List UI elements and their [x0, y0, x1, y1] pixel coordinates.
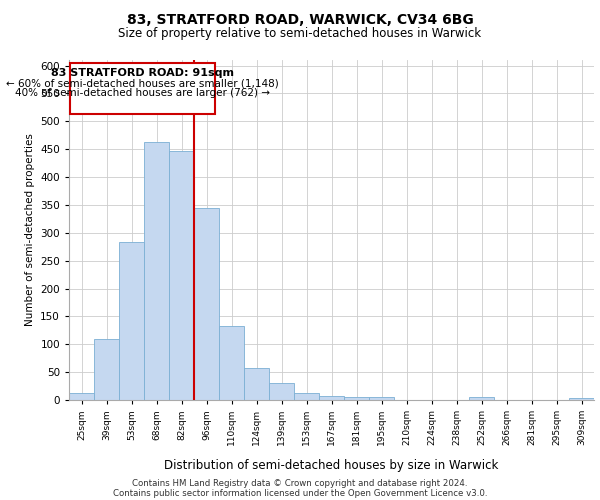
Text: 40% of semi-detached houses are larger (762) →: 40% of semi-detached houses are larger (… — [15, 88, 270, 99]
Bar — [344, 397, 369, 400]
Bar — [169, 151, 194, 400]
Bar — [319, 396, 344, 400]
Bar — [69, 394, 94, 400]
X-axis label: Distribution of semi-detached houses by size in Warwick: Distribution of semi-detached houses by … — [164, 460, 499, 472]
Bar — [269, 384, 294, 400]
Bar — [194, 208, 219, 400]
Bar — [94, 338, 119, 400]
Bar — [244, 368, 269, 400]
Bar — [369, 397, 394, 400]
Text: Size of property relative to semi-detached houses in Warwick: Size of property relative to semi-detach… — [118, 28, 482, 40]
Bar — [219, 326, 244, 400]
Bar — [119, 242, 144, 400]
Y-axis label: Number of semi-detached properties: Number of semi-detached properties — [25, 134, 35, 326]
FancyBboxPatch shape — [70, 63, 215, 114]
Text: Contains public sector information licensed under the Open Government Licence v3: Contains public sector information licen… — [113, 488, 487, 498]
Bar — [469, 397, 494, 400]
Text: 83, STRATFORD ROAD, WARWICK, CV34 6BG: 83, STRATFORD ROAD, WARWICK, CV34 6BG — [127, 12, 473, 26]
Bar — [569, 398, 594, 400]
Bar — [294, 393, 319, 400]
Text: Contains HM Land Registry data © Crown copyright and database right 2024.: Contains HM Land Registry data © Crown c… — [132, 478, 468, 488]
Text: ← 60% of semi-detached houses are smaller (1,148): ← 60% of semi-detached houses are smalle… — [6, 78, 279, 88]
Bar — [144, 142, 169, 400]
Text: 83 STRATFORD ROAD: 91sqm: 83 STRATFORD ROAD: 91sqm — [51, 68, 234, 78]
